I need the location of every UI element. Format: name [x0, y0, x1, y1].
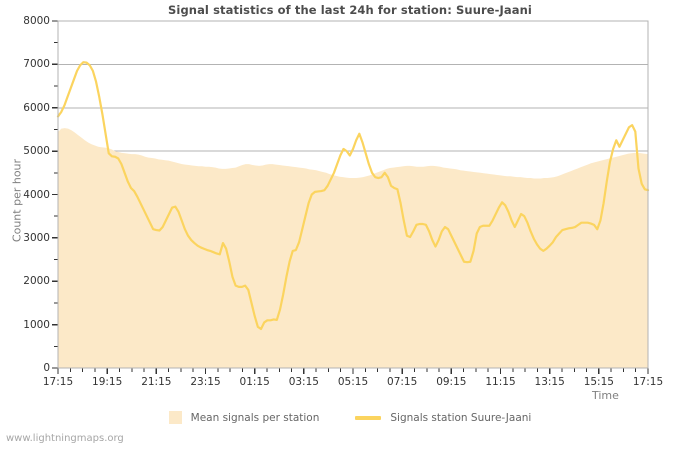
legend-label-mean-signals: Mean signals per station: [190, 411, 320, 424]
watermark: www.lightningmaps.org: [6, 433, 124, 444]
x-tick-label: 05:15: [337, 376, 369, 388]
x-tick-label: 01:15: [239, 376, 270, 388]
mean-signals-area-series: [58, 128, 648, 368]
y-tick-label: 5000: [23, 145, 50, 158]
chart-title: Signal statistics of the last 24h for st…: [168, 3, 532, 17]
plot-frame: [57, 20, 649, 369]
x-tick-label: 15:15: [583, 376, 614, 388]
x-tick-label: 21:15: [141, 376, 172, 388]
x-tick-label: 17:15: [632, 376, 664, 388]
chart-legend: Mean signals per station Signals station…: [0, 411, 700, 424]
x-axis-label: Time: [592, 389, 619, 402]
x-tick-label: 03:15: [288, 376, 319, 388]
x-tick-label: 17:15: [42, 376, 74, 388]
x-tick-label: 11:15: [485, 376, 516, 388]
y-tick-label: 2000: [23, 275, 50, 288]
axis-ticks: [52, 20, 649, 374]
y-tick-label: 7000: [23, 58, 50, 71]
legend-item-station-signals[interactable]: Signals station Suure-Jaani: [355, 412, 531, 424]
y-axis-label: Count per hour: [10, 158, 24, 243]
x-tick-label: 07:15: [387, 376, 418, 388]
area-swatch-icon: [168, 411, 182, 424]
x-tick-label: 13:15: [534, 376, 565, 388]
x-tick-label: 09:15: [436, 376, 467, 388]
y-tick-label: 3000: [23, 231, 50, 244]
legend-label-station-signals: Signals station Suure-Jaani: [390, 411, 532, 424]
x-tick-label: 19:15: [92, 376, 123, 388]
x-tick-label: 23:15: [190, 376, 221, 388]
y-tick-label: 1000: [23, 318, 50, 331]
y-tick-label: 4000: [23, 188, 50, 201]
legend-item-mean-signals[interactable]: Mean signals per station: [168, 411, 320, 424]
y-tick-label: 0: [43, 362, 50, 374]
line-swatch-icon: [355, 415, 382, 420]
y-tick-label: 6000: [23, 101, 50, 114]
station-signals-line-series: [56, 61, 650, 331]
y-tick-label: 8000: [23, 15, 50, 27]
